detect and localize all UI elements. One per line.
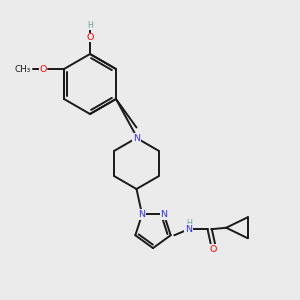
Text: H: H	[186, 219, 192, 228]
Text: O: O	[210, 245, 217, 254]
Text: N: N	[139, 210, 145, 219]
Text: O: O	[39, 64, 46, 74]
Text: O: O	[86, 33, 94, 42]
Text: N: N	[160, 210, 167, 219]
Text: N: N	[185, 225, 192, 234]
Text: CH₃: CH₃	[15, 64, 31, 74]
Text: N: N	[133, 134, 140, 142]
Text: H: H	[87, 21, 93, 30]
